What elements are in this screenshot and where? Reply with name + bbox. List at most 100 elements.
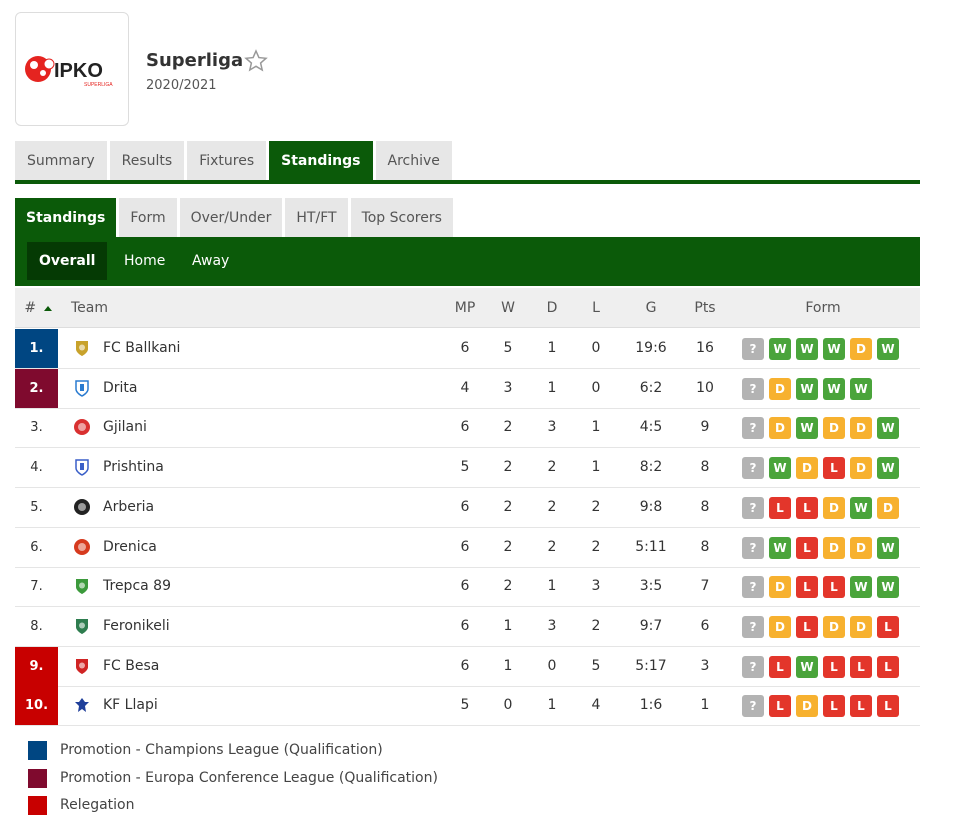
table-row[interactable]: 5. Arberia 6 2 2 2 9:8 8? L L D W D <box>15 488 920 528</box>
team-name-link[interactable]: Drita <box>103 379 138 396</box>
form-result-badge[interactable]: W <box>877 457 899 480</box>
subtab-ht-ft[interactable]: HT/FT <box>285 198 348 238</box>
table-row[interactable]: 4. Prishtina 5 2 2 1 8:2 8? W D L D W <box>15 448 920 489</box>
form-result-badge[interactable]: L <box>850 655 872 678</box>
form-upcoming-badge[interactable]: ? <box>742 615 764 638</box>
tab-fixtures[interactable]: Fixtures <box>187 141 267 181</box>
pts-header[interactable]: Pts <box>694 300 716 316</box>
table-row[interactable]: 1. FC Ballkani 6 5 1 0 19:6 16? W W W D W <box>15 329 920 369</box>
form-upcoming-badge[interactable]: ? <box>742 377 764 400</box>
form-result-badge[interactable]: W <box>769 536 791 559</box>
form-result-badge[interactable]: D <box>850 457 872 480</box>
tab-results[interactable]: Results <box>109 141 185 181</box>
team-name-link[interactable]: FC Ballkani <box>103 340 181 356</box>
form-result-badge[interactable]: D <box>769 576 791 599</box>
form-upcoming-badge[interactable]: ? <box>742 338 764 360</box>
form-result-badge[interactable]: W <box>877 576 899 599</box>
form-result-badge[interactable]: D <box>769 417 791 440</box>
w-header[interactable]: W <box>501 300 515 316</box>
table-row[interactable]: 10. KF Llapi 5 0 1 4 1:6 1? L D L L L <box>15 686 920 727</box>
form-result-badge[interactable]: W <box>850 576 872 599</box>
form-result-badge[interactable]: D <box>769 615 791 638</box>
form-result-badge[interactable]: W <box>796 655 818 678</box>
form-upcoming-badge[interactable]: ? <box>742 536 764 559</box>
form-result-badge[interactable]: L <box>850 695 872 718</box>
form-result-badge[interactable]: L <box>796 496 818 519</box>
subtab-over-under[interactable]: Over/Under <box>179 198 283 238</box>
form-result-badge[interactable]: L <box>877 655 899 678</box>
subtab-top-scorers[interactable]: Top Scorers <box>350 198 453 238</box>
l-header[interactable]: L <box>592 300 600 316</box>
table-row[interactable]: 2. Drita 4 3 1 0 6:2 10? D W W W <box>15 368 920 409</box>
form-result-badge[interactable]: W <box>850 496 872 519</box>
form-result-badge[interactable]: W <box>877 417 899 440</box>
tab-archive[interactable]: Archive <box>375 141 452 181</box>
tab-home[interactable]: Home <box>124 253 166 269</box>
form-result-badge[interactable]: D <box>823 536 845 559</box>
subtab-standings[interactable]: Standings <box>15 198 117 238</box>
form-result-badge[interactable]: L <box>796 536 818 559</box>
table-row[interactable]: 3. Gjilani 6 2 3 1 4:5 9? D W D D W <box>15 408 920 449</box>
form-result-badge[interactable]: W <box>850 377 872 400</box>
subtab-form[interactable]: Form <box>119 198 177 238</box>
form-result-badge[interactable]: L <box>796 576 818 599</box>
form-result-badge[interactable]: D <box>850 338 872 360</box>
tab-overall[interactable]: Overall <box>27 242 108 280</box>
form-upcoming-badge[interactable]: ? <box>742 576 764 599</box>
table-row[interactable]: 6. Drenica 6 2 2 2 5:11 8? W L D D W <box>15 528 920 568</box>
form-result-badge[interactable]: L <box>769 695 791 718</box>
tab-standings[interactable]: Standings <box>269 141 373 181</box>
form-upcoming-badge[interactable]: ? <box>742 496 764 519</box>
team-name-link[interactable]: Gjilani <box>103 419 147 436</box>
form-result-badge[interactable]: D <box>796 457 818 480</box>
form-result-badge[interactable]: D <box>823 615 845 638</box>
rank-header[interactable]: # <box>23 288 53 328</box>
form-result-badge[interactable]: W <box>769 457 791 480</box>
form-result-badge[interactable]: D <box>850 536 872 559</box>
form-upcoming-badge[interactable]: ? <box>742 417 764 440</box>
form-result-badge[interactable]: L <box>877 615 899 638</box>
form-upcoming-badge[interactable]: ? <box>742 457 764 480</box>
form-result-badge[interactable]: W <box>796 377 818 400</box>
form-result-badge[interactable]: D <box>769 377 791 400</box>
form-result-badge[interactable]: L <box>796 615 818 638</box>
form-result-badge[interactable]: L <box>823 695 845 718</box>
d-header[interactable]: D <box>546 300 558 316</box>
team-name-link[interactable]: Arberia <box>103 498 155 515</box>
form-result-badge[interactable]: D <box>823 417 845 440</box>
mp-header[interactable]: MP <box>454 300 476 316</box>
tab-summary[interactable]: Summary <box>15 141 107 181</box>
table-row[interactable]: 8. Feronikeli 6 1 3 2 9:7 6? D L D D L <box>15 607 920 647</box>
form-result-badge[interactable]: W <box>823 338 845 360</box>
form-result-badge[interactable]: W <box>877 536 899 559</box>
form-result-badge[interactable]: L <box>769 496 791 519</box>
form-upcoming-badge[interactable]: ? <box>742 695 764 718</box>
table-row[interactable]: 9. FC Besa 6 1 0 5 5:17 3? L W L L L <box>15 646 920 687</box>
form-result-badge[interactable]: L <box>823 655 845 678</box>
team-name-link[interactable]: Feronikeli <box>103 617 170 634</box>
form-result-badge[interactable]: W <box>823 377 845 400</box>
form-result-badge[interactable]: L <box>823 576 845 599</box>
form-upcoming-badge[interactable]: ? <box>742 655 764 678</box>
team-name-link[interactable]: FC Besa <box>103 657 160 674</box>
team-name-link[interactable]: Prishtina <box>103 459 164 476</box>
team-name-link[interactable]: Trepca 89 <box>103 578 171 595</box>
table-row[interactable]: 7. Trepca 89 6 2 1 3 3:5 7? D L L W W <box>15 567 920 608</box>
favorite-star-icon[interactable] <box>244 49 268 77</box>
form-result-badge[interactable]: D <box>823 496 845 519</box>
form-result-badge[interactable]: W <box>877 338 899 360</box>
team-header[interactable]: Team <box>71 300 109 316</box>
form-result-badge[interactable]: W <box>769 338 791 360</box>
form-result-badge[interactable]: L <box>769 655 791 678</box>
form-result-badge[interactable]: D <box>796 695 818 718</box>
form-result-badge[interactable]: L <box>877 695 899 718</box>
form-result-badge[interactable]: D <box>877 496 899 519</box>
form-result-badge[interactable]: D <box>850 615 872 638</box>
tab-away[interactable]: Away <box>192 253 230 269</box>
g-header[interactable]: G <box>645 300 657 316</box>
team-name-link[interactable]: Drenica <box>103 538 157 555</box>
form-result-badge[interactable]: W <box>796 417 818 440</box>
form-result-badge[interactable]: W <box>796 338 818 360</box>
form-result-badge[interactable]: D <box>850 417 872 440</box>
form-result-badge[interactable]: L <box>823 457 845 480</box>
